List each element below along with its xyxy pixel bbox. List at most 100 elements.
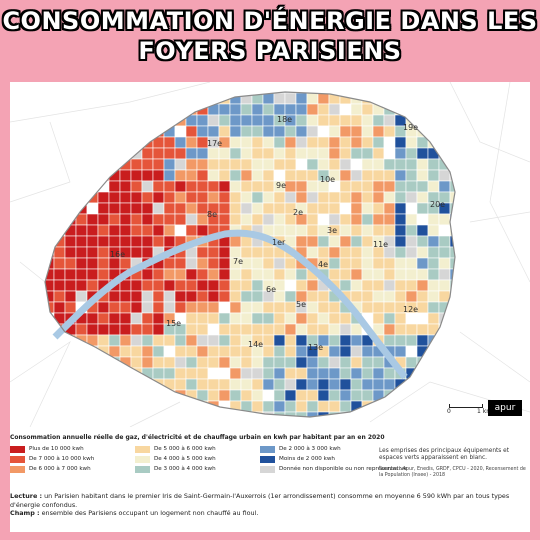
iris-cell: [141, 345, 154, 358]
iris-cell: [251, 301, 264, 314]
iris-cell: [350, 169, 363, 182]
iris-cell: [339, 202, 352, 215]
iris-cell: [273, 367, 286, 380]
iris-cell: [394, 169, 407, 182]
iris-cell: [119, 213, 132, 226]
equipment-note: Les emprises des principaux équipements …: [379, 448, 509, 461]
iris-cell: [416, 224, 429, 237]
iris-cell: [229, 202, 242, 215]
iris-cell: [361, 136, 374, 149]
legend-label: De 3 000 à 4 000 kwh: [154, 466, 216, 472]
iris-cell: [416, 279, 429, 292]
iris-cell: [427, 268, 440, 281]
iris-cell: [53, 257, 66, 270]
iris-cell: [438, 279, 451, 292]
iris-cell: [427, 224, 440, 237]
iris-cell: [229, 213, 242, 226]
iris-cell: [416, 158, 429, 171]
iris-cell: [394, 158, 407, 171]
iris-cell: [207, 114, 220, 127]
iris-cell: [196, 301, 209, 314]
legend-swatch: [10, 456, 25, 463]
iris-cell: [383, 334, 396, 347]
iris-cell: [130, 213, 143, 226]
iris-cell: [394, 180, 407, 193]
iris-cell: [163, 180, 176, 193]
iris-cell: [394, 224, 407, 237]
iris-cell: [416, 147, 429, 160]
iris-cell: [163, 367, 176, 380]
iris-cell: [394, 213, 407, 226]
scale-start: 0: [447, 408, 451, 415]
iris-cell: [273, 312, 286, 325]
iris-cell: [372, 312, 385, 325]
iris-cell: [416, 323, 429, 336]
iris-cell: [174, 279, 187, 292]
iris-cell: [350, 323, 363, 336]
iris-cell: [75, 257, 88, 270]
iris-cell: [273, 92, 286, 105]
iris-cell: [317, 411, 330, 417]
iris-cell: [405, 279, 418, 292]
iris-cell: [240, 389, 253, 402]
iris-cell: [328, 147, 341, 160]
iris-cell: [218, 213, 231, 226]
iris-cell: [185, 125, 198, 138]
iris-cell: [339, 246, 352, 259]
iris-cell: [119, 191, 132, 204]
iris-cell: [130, 279, 143, 292]
iris-cell: [119, 334, 132, 347]
iris-cell: [405, 224, 418, 237]
iris-cell: [86, 246, 99, 259]
iris-cell: [394, 268, 407, 281]
iris-cell: [196, 279, 209, 292]
iris-cell: [229, 389, 242, 402]
iris-cell: [75, 224, 88, 237]
iris-cell: [229, 180, 242, 193]
iris-cell: [119, 279, 132, 292]
iris-cell: [361, 114, 374, 127]
iris-cell: [207, 191, 220, 204]
iris-cell: [141, 235, 154, 248]
iris-cell: [372, 147, 385, 160]
iris-cell: [295, 389, 308, 402]
iris-cell: [141, 312, 154, 325]
iris-cell: [207, 180, 220, 193]
iris-cell: [339, 334, 352, 347]
iris-cell: [295, 323, 308, 336]
iris-cell: [196, 180, 209, 193]
iris-cell: [295, 334, 308, 347]
iris-cell: [361, 202, 374, 215]
iris-cell: [185, 180, 198, 193]
iris-cell: [284, 158, 297, 171]
iris-cell: [229, 345, 242, 358]
legend-label: De 6 000 à 7 000 kwh: [29, 466, 91, 472]
iris-cell: [339, 114, 352, 127]
iris-cell: [163, 279, 176, 292]
iris-cell: [174, 202, 187, 215]
iris-cell: [306, 158, 319, 171]
iris-cell: [405, 290, 418, 303]
arrondissement-label: 6e: [266, 285, 276, 294]
iris-cell: [361, 345, 374, 358]
iris-cell: [86, 235, 99, 248]
iris-cell: [185, 345, 198, 358]
iris-cell: [163, 147, 176, 160]
iris-cell: [273, 301, 286, 314]
iris-cell: [394, 334, 407, 347]
iris-cell: [317, 378, 330, 391]
iris-cell: [284, 191, 297, 204]
iris-cell: [306, 246, 319, 259]
iris-cell: [229, 367, 242, 380]
arrondissement-label: 17e: [207, 139, 222, 148]
iris-cell: [218, 147, 231, 160]
iris-cell: [295, 378, 308, 391]
iris-cell: [75, 279, 88, 292]
iris-cell: [185, 378, 198, 391]
iris-cell: [97, 246, 110, 259]
iris-cell: [405, 334, 418, 347]
iris-cell: [251, 180, 264, 193]
iris-cell: [240, 169, 253, 182]
iris-cell: [372, 279, 385, 292]
iris-cell: [229, 268, 242, 281]
